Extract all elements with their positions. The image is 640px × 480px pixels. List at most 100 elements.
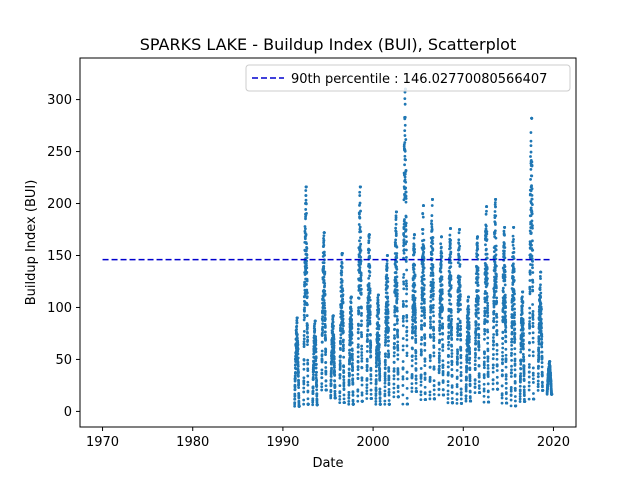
data-point (495, 348, 499, 352)
data-point (503, 226, 507, 229)
data-point (394, 238, 398, 242)
data-point (476, 269, 480, 272)
data-point (404, 235, 408, 239)
data-point (383, 371, 387, 375)
data-point (302, 402, 306, 406)
data-point (312, 370, 316, 374)
data-point (504, 320, 508, 324)
data-point (302, 386, 306, 390)
data-point (529, 150, 533, 154)
data-point (474, 315, 478, 318)
data-point (392, 374, 396, 378)
data-point (460, 401, 464, 405)
data-point (482, 387, 486, 391)
data-point (439, 299, 442, 303)
data-point (321, 315, 325, 319)
x-axis: 1970 1980 1990 2000 2010 2020 (86, 427, 570, 450)
data-point (401, 375, 405, 379)
data-point (432, 365, 436, 369)
data-point (440, 292, 444, 295)
data-point (386, 310, 390, 313)
data-point (476, 247, 480, 251)
data-point (458, 289, 462, 293)
data-point (459, 379, 463, 383)
data-point (549, 373, 553, 377)
data-point (522, 347, 525, 351)
data-point (387, 367, 391, 371)
data-point (349, 301, 353, 305)
data-point (414, 387, 418, 390)
data-point (477, 333, 481, 337)
data-point (530, 116, 534, 120)
data-point (323, 253, 326, 257)
data-point (459, 397, 463, 401)
data-point (401, 324, 405, 328)
data-point (491, 366, 495, 370)
data-point (491, 357, 495, 361)
data-point (491, 347, 495, 351)
data-point (530, 210, 534, 213)
data-point (315, 388, 319, 392)
data-point (322, 234, 326, 238)
data-point (429, 317, 432, 320)
data-point (383, 385, 387, 389)
data-point (366, 333, 369, 336)
data-point (522, 364, 526, 368)
data-point (528, 325, 532, 329)
data-point (494, 280, 498, 284)
data-point (350, 341, 354, 345)
data-point (483, 337, 486, 341)
data-point (323, 324, 327, 328)
data-point (493, 203, 497, 207)
data-point (422, 266, 426, 270)
data-point (468, 390, 472, 394)
data-point (302, 362, 306, 366)
data-point (305, 291, 309, 295)
data-point (313, 329, 317, 332)
data-point (305, 314, 309, 317)
data-point (341, 314, 345, 318)
data-point (540, 307, 543, 311)
data-point (315, 403, 319, 407)
data-point (394, 232, 398, 236)
data-point (341, 349, 345, 353)
data-point (467, 326, 471, 330)
data-point (351, 373, 355, 377)
data-point (422, 301, 426, 305)
data-point (476, 283, 480, 287)
data-point (501, 342, 505, 345)
data-point (374, 392, 378, 395)
data-point (432, 383, 436, 387)
data-point (513, 373, 517, 377)
data-point (495, 320, 499, 324)
data-point (394, 226, 398, 230)
data-point (428, 359, 432, 363)
data-point (394, 271, 398, 275)
data-point (324, 388, 328, 392)
data-point (419, 390, 423, 394)
data-point (358, 251, 362, 255)
data-point (495, 333, 499, 337)
data-point (503, 265, 507, 269)
data-point (486, 314, 490, 318)
data-point (377, 348, 381, 352)
data-point (449, 311, 453, 314)
data-point (395, 245, 399, 249)
data-point (530, 163, 534, 167)
data-point (320, 349, 324, 353)
data-point (320, 388, 324, 392)
data-point (356, 377, 360, 380)
data-point (456, 261, 460, 265)
data-point (404, 194, 408, 198)
data-point (374, 397, 378, 400)
data-point (449, 265, 453, 269)
data-point (486, 341, 490, 345)
data-point (314, 335, 318, 339)
data-point (431, 310, 435, 314)
data-point (423, 376, 427, 380)
data-point (412, 243, 416, 247)
data-point (410, 382, 414, 386)
data-point (411, 347, 414, 351)
data-point (432, 332, 436, 336)
data-point (540, 335, 544, 338)
